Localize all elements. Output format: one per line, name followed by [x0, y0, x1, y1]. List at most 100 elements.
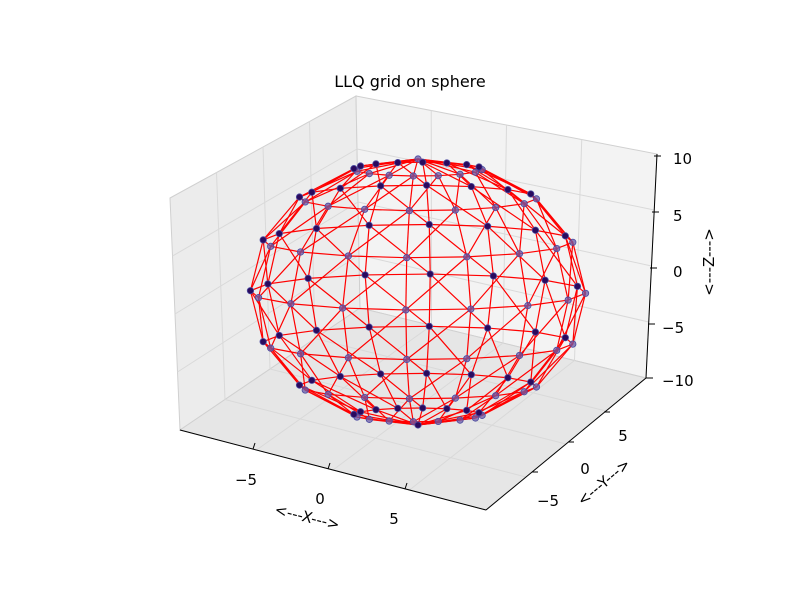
grid-point [524, 302, 532, 310]
wire-segment [262, 196, 300, 241]
wire-segment [311, 187, 341, 193]
grid-point [385, 171, 393, 179]
wire-segment [544, 279, 578, 287]
grid-point [275, 230, 283, 238]
grid-points [246, 155, 590, 429]
wire-segment [466, 309, 472, 359]
y-tick-label: 0 [580, 460, 590, 478]
wire-segment [459, 391, 525, 421]
wire-segment [405, 256, 468, 311]
grid-point [267, 344, 275, 352]
wire-segment [300, 251, 349, 257]
grid-point [463, 253, 471, 261]
wire-segment [466, 256, 472, 310]
y-axis-line [485, 377, 647, 511]
grid-point [504, 186, 512, 194]
wire-segment [380, 373, 424, 409]
wire-segment [348, 255, 407, 259]
wire-segment [316, 228, 366, 276]
grid-point [425, 322, 433, 330]
grid-point [451, 394, 459, 402]
grid-point [532, 195, 541, 203]
wire-segment [470, 305, 528, 310]
wire-segment [430, 273, 494, 277]
x-axis-line [179, 429, 487, 511]
wire-segment [422, 373, 428, 409]
grid-point [296, 248, 305, 256]
wire-segment [290, 255, 349, 305]
grid-point [426, 270, 434, 278]
wire-segment [487, 275, 494, 329]
wire-segment [249, 239, 264, 291]
wire-segment [572, 293, 587, 345]
grid-point [423, 369, 431, 377]
grid-point [504, 374, 512, 382]
wire-segment [428, 274, 431, 327]
wire-segment [278, 196, 301, 234]
wire-segment [267, 277, 309, 285]
wire-segment [405, 257, 408, 310]
wire-segment [470, 327, 489, 375]
wire-segment [290, 303, 343, 309]
wire-segment [535, 198, 558, 249]
grid-point [295, 193, 304, 201]
wire-segment [308, 274, 366, 279]
wire-segment [375, 161, 398, 165]
grid-point [492, 203, 500, 212]
wire-segment [278, 334, 341, 377]
z-axis-line [645, 153, 658, 379]
wire-segment [454, 358, 468, 399]
grid-point [581, 289, 590, 297]
wire-segment [342, 255, 349, 309]
wire-segment [364, 274, 370, 328]
wire-segment [527, 299, 569, 307]
grid-point [385, 417, 393, 425]
wire-segment [426, 184, 472, 188]
wire-segment [507, 189, 566, 237]
wire-segment [300, 307, 344, 355]
grid-point [541, 276, 549, 284]
wire-segment [406, 308, 472, 360]
grid-point [467, 305, 475, 313]
grid-point [484, 222, 492, 230]
wire-segment [556, 299, 569, 351]
z-tick-label: −10 [662, 372, 694, 390]
x-axis-label: <---X---> [273, 500, 342, 534]
grid-point [425, 220, 433, 229]
grid-point [402, 306, 410, 314]
grid-point [451, 206, 459, 214]
wire-segment [471, 185, 508, 191]
y-tick-label: −5 [537, 492, 559, 510]
wire-segment [368, 224, 431, 275]
grid-point [312, 326, 321, 334]
wire-segment [267, 233, 280, 285]
grid-point [312, 224, 321, 233]
grid-point [405, 207, 413, 215]
wire-segment [340, 185, 381, 189]
wire-segment [315, 330, 341, 377]
wire-segment [328, 205, 365, 210]
wire-segment [446, 162, 509, 191]
wire-segment [347, 209, 366, 257]
grid-point [344, 354, 352, 362]
wire-segment [507, 189, 531, 195]
wire-segment [279, 329, 317, 337]
wire-segment [466, 354, 520, 360]
wire-segment [316, 224, 370, 230]
grid-point [456, 170, 464, 178]
wire-segment [572, 242, 587, 294]
z-tick-label: 10 [673, 150, 692, 168]
grid-point [324, 202, 332, 210]
wire-segment [364, 208, 410, 212]
grid-point [531, 328, 540, 336]
wire-segment [409, 397, 456, 400]
wire-segment [380, 185, 430, 225]
wire-segment [316, 326, 370, 331]
wire-segment [364, 396, 410, 400]
wire-segment [270, 303, 292, 349]
grid-point [336, 372, 344, 381]
grid-point [531, 226, 540, 234]
wire-segment [544, 280, 566, 338]
z-axis-label: <---Z---> [700, 228, 718, 296]
wire-segment [429, 223, 488, 227]
